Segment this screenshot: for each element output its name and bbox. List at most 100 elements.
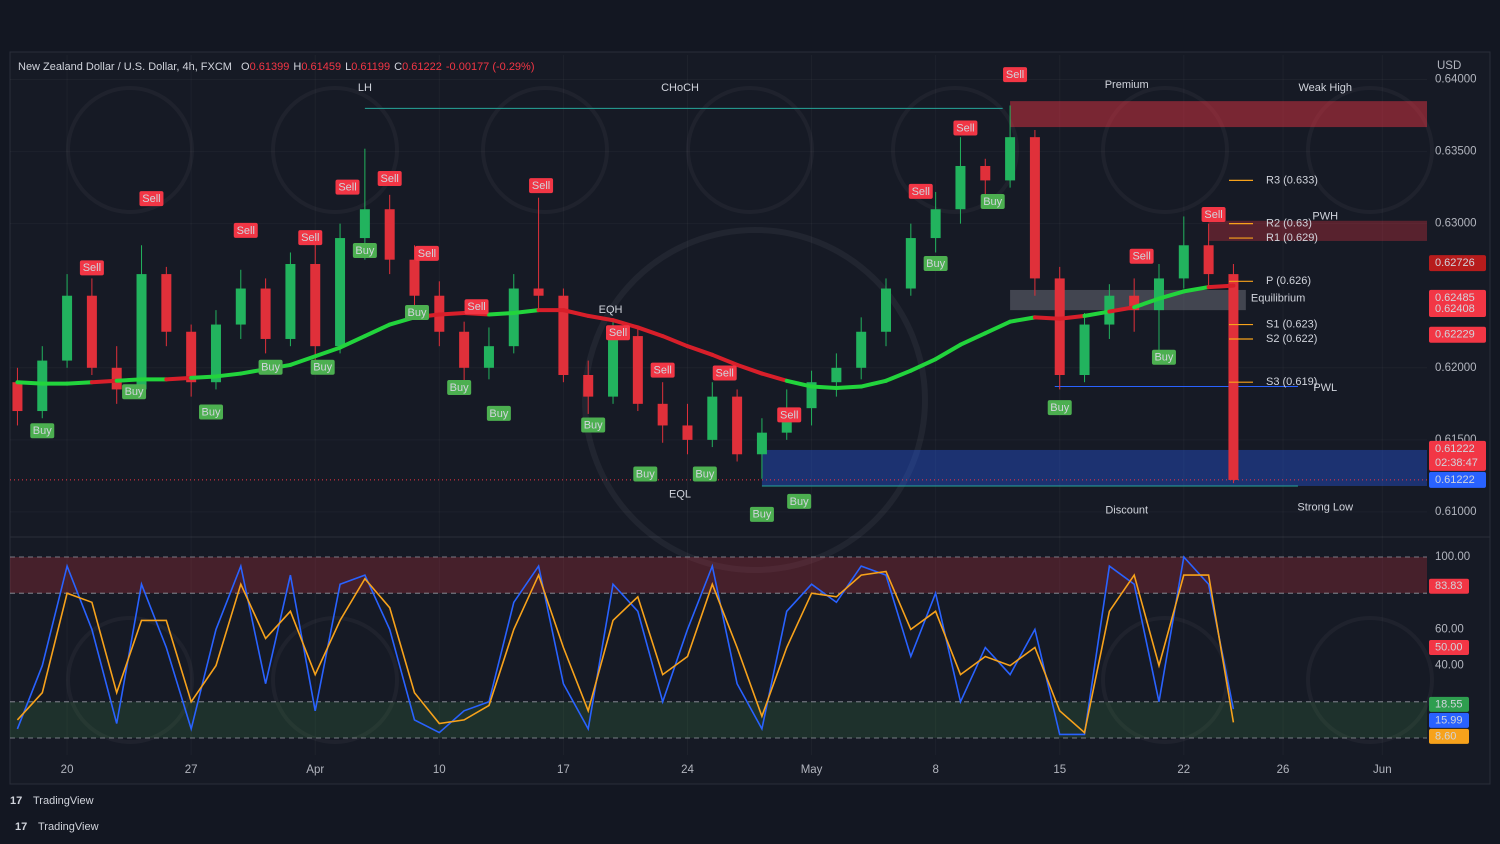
signal-label: Buy — [489, 408, 508, 420]
watermarks — [66, 86, 1434, 744]
signal-label: Sell — [418, 248, 436, 260]
candle-body — [1178, 245, 1189, 279]
candle-body — [1153, 278, 1164, 311]
value-label-box — [1429, 696, 1469, 712]
signal-box — [404, 305, 429, 321]
signal-label: Sell — [716, 367, 734, 379]
signal-box — [486, 405, 511, 421]
signal-label: Sell — [142, 193, 160, 205]
ema-segment — [288, 354, 318, 367]
signal-label: Sell — [381, 173, 399, 185]
ema-segment — [710, 352, 740, 367]
signal-box — [1047, 400, 1072, 416]
annotation: Discount — [1105, 504, 1148, 516]
value-label-box — [1429, 728, 1469, 744]
ema-segment — [983, 319, 1013, 336]
candle-body — [12, 382, 23, 412]
band — [10, 557, 1427, 594]
signal-box — [122, 384, 147, 400]
ema-segment — [164, 375, 194, 382]
currency: USD — [1437, 60, 1461, 72]
ema-segment — [313, 345, 343, 359]
signal-box — [30, 423, 55, 439]
candle-body — [608, 336, 619, 397]
signal-label: Buy — [355, 245, 374, 257]
ema-segment — [486, 311, 516, 317]
signal-box — [787, 493, 812, 509]
signal-box — [258, 359, 283, 375]
signal-box — [953, 120, 978, 136]
ohlc-label: C — [394, 61, 402, 73]
signal-box — [335, 179, 360, 195]
ema-segment — [561, 308, 591, 318]
signal-label: Buy — [1050, 402, 1069, 414]
x-tick-label: 27 — [185, 764, 198, 776]
signal-box — [447, 379, 472, 395]
signal-box — [529, 178, 554, 194]
tv-logo: 17 — [15, 821, 27, 833]
annotation: EQL — [669, 489, 691, 501]
ema-segment — [437, 311, 467, 317]
y-tick-label: 0.62000 — [1435, 362, 1477, 374]
zone — [1010, 289, 1246, 311]
signal-box — [233, 222, 258, 238]
candle-body — [285, 264, 296, 339]
candle-body — [1228, 274, 1239, 480]
annotation: LH — [358, 82, 372, 94]
footer-text: TradingView — [33, 795, 94, 807]
signal-label: Buy — [407, 307, 426, 319]
candle-body — [632, 336, 643, 404]
y-tick-label: 40.00 — [1435, 660, 1464, 672]
annotation: Premium — [1105, 79, 1149, 91]
ema-segment — [1132, 296, 1161, 310]
price-label: 0.62485 — [1435, 292, 1475, 304]
signal-label: Sell — [83, 262, 101, 274]
signal-box — [464, 299, 489, 315]
candle-body — [1054, 278, 1065, 375]
y-tick-label: 0.61000 — [1435, 506, 1477, 518]
signal-label: Sell — [780, 409, 798, 421]
price-label-box — [1429, 300, 1486, 317]
ema-segment — [635, 325, 665, 339]
signal-label: Sell — [609, 327, 627, 339]
value-label-box — [1429, 640, 1469, 655]
ema-segment — [65, 380, 94, 386]
price-label-box — [1429, 255, 1486, 272]
signal-box — [633, 466, 658, 482]
value-label: 15.99 — [1435, 714, 1463, 726]
candle-body — [161, 274, 172, 332]
candle-body — [136, 274, 147, 390]
signal-label: Buy — [584, 419, 603, 431]
x-tick-label: 26 — [1277, 764, 1290, 776]
signal-label: Sell — [532, 180, 550, 192]
ema-segment — [89, 378, 119, 385]
x-tick-label: 17 — [557, 764, 570, 776]
signal-box — [749, 506, 774, 522]
y-tick-label: 0.64000 — [1435, 74, 1477, 86]
ema-segment — [15, 380, 45, 386]
annotation: Equilibrium — [1251, 293, 1305, 305]
ema-segment — [834, 384, 864, 390]
signal-label: Buy — [790, 496, 809, 508]
ema-segment — [1107, 305, 1137, 314]
signal-label: Buy — [261, 362, 280, 374]
candle-body — [335, 238, 346, 347]
signal-box — [1201, 207, 1226, 222]
pivot-label: R2 (0.63) — [1266, 218, 1312, 230]
value-label: 50.00 — [1435, 641, 1463, 653]
candle-body — [1029, 137, 1040, 279]
signal-label: Buy — [983, 196, 1002, 208]
oscillator-line — [16, 555, 1235, 736]
signal-label: Sell — [301, 232, 319, 244]
signal-label: Sell — [1006, 69, 1024, 81]
price-label: 0.62229 — [1435, 329, 1475, 341]
signal-label: Buy — [202, 406, 221, 418]
annotation: CHoCH — [661, 82, 699, 94]
value-label: 18.55 — [1435, 698, 1463, 710]
footer-text: TradingView — [38, 821, 99, 833]
signal-label: Buy — [752, 509, 771, 521]
signal-box — [414, 245, 439, 261]
candle-body — [732, 396, 743, 455]
ema-segment — [735, 362, 764, 376]
